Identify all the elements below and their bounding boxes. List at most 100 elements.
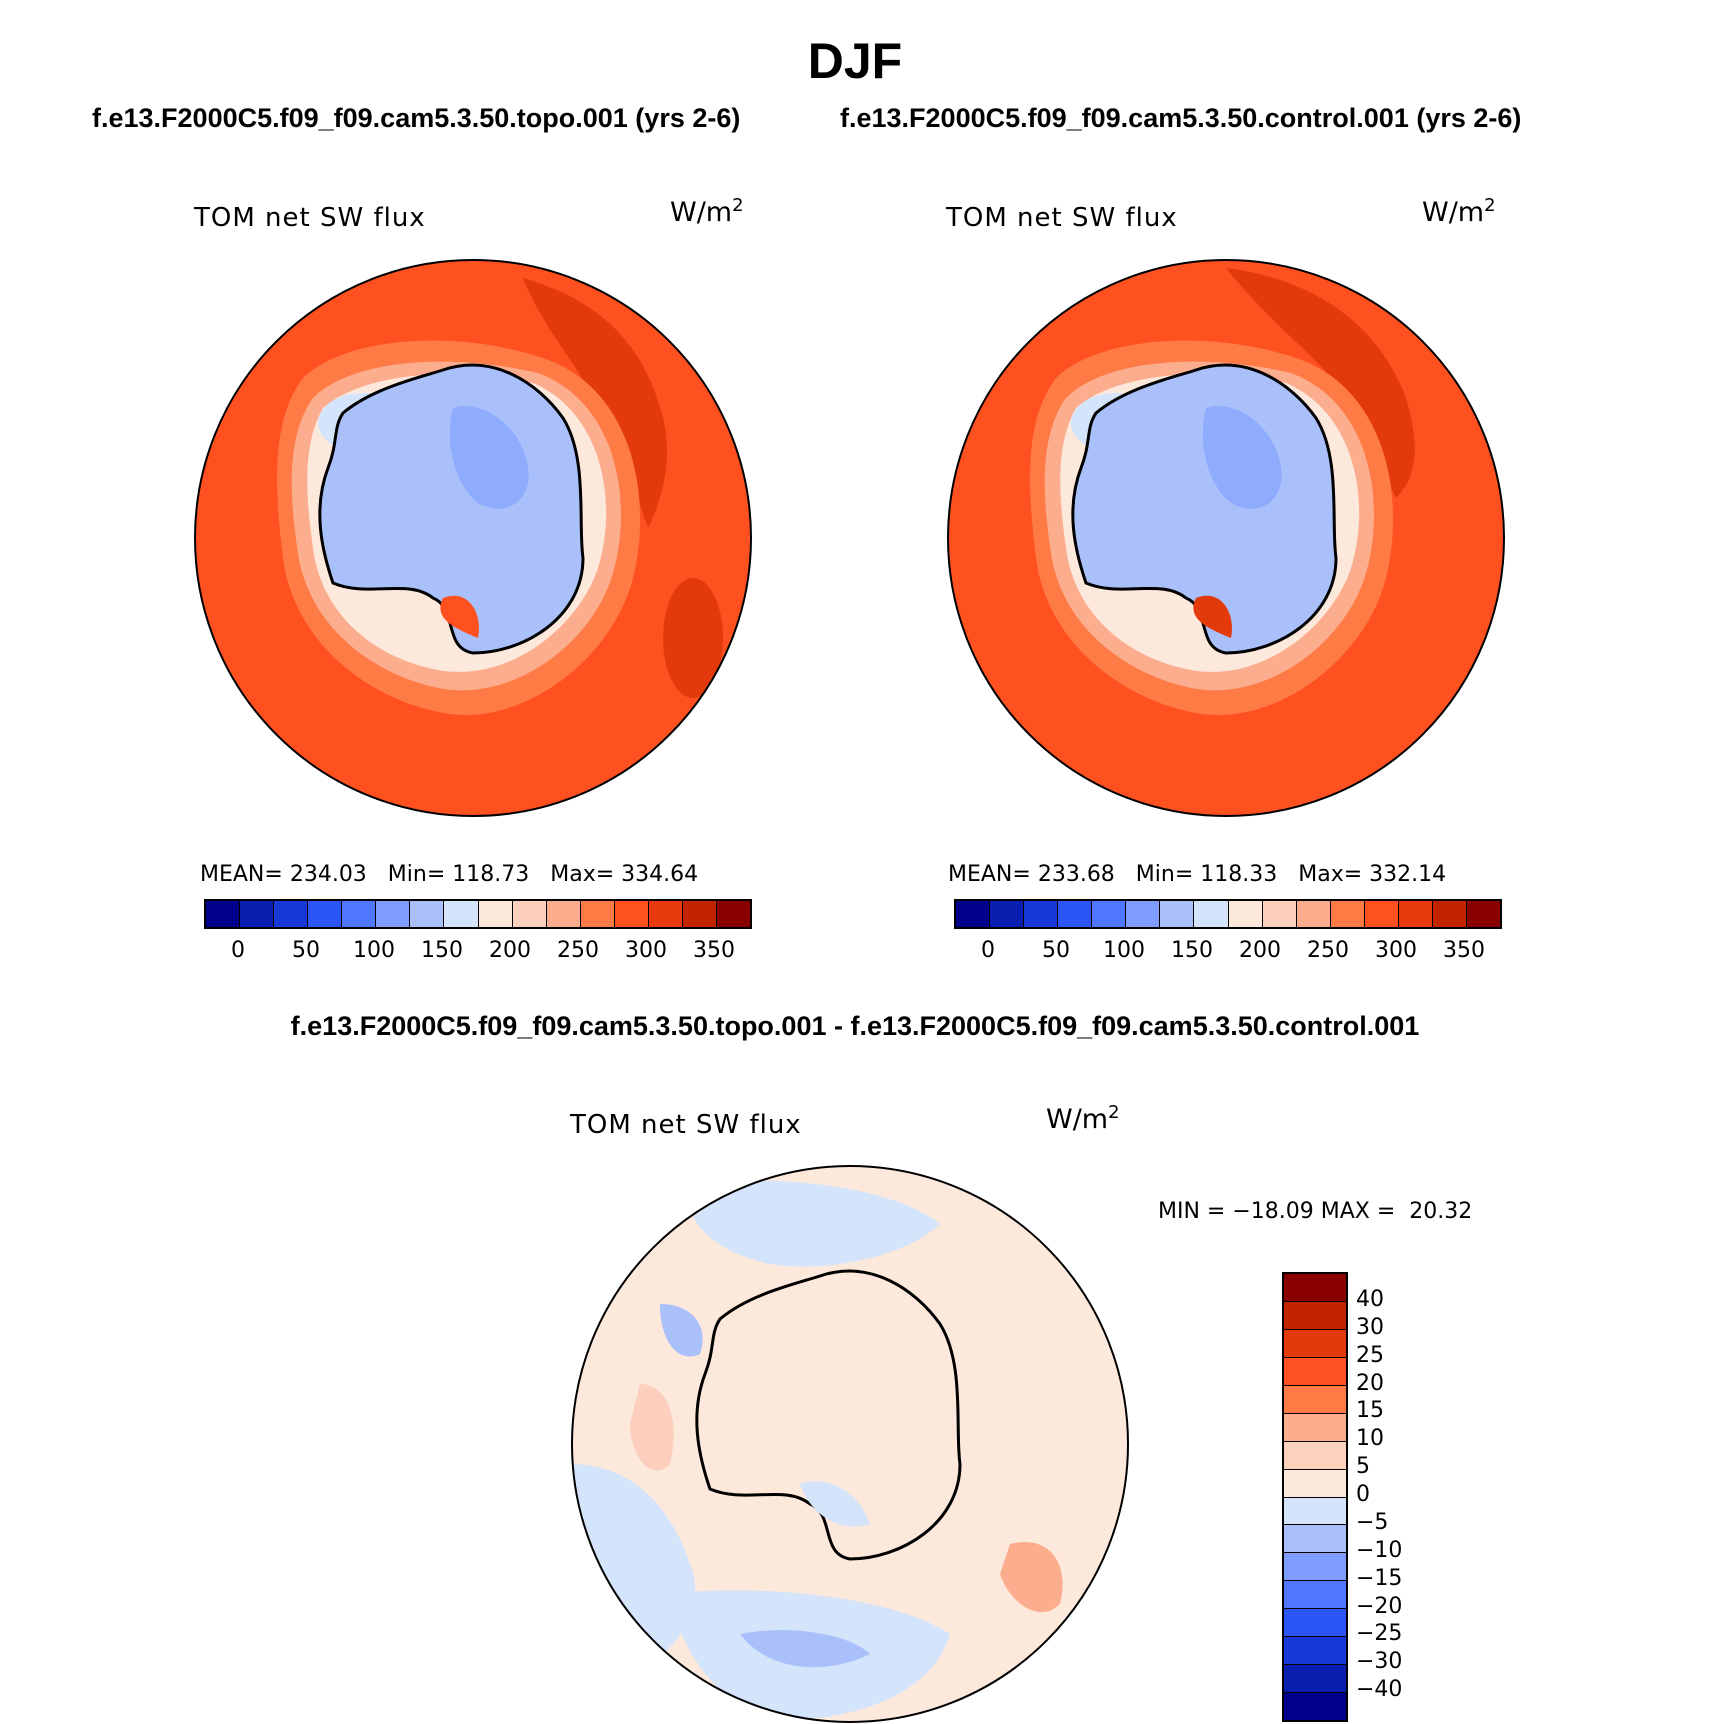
colorbar-tick-label: −25: [1356, 1621, 1403, 1647]
colorbar-segment: [274, 901, 309, 927]
colorbar-segment: [444, 901, 479, 927]
colorbar-segment: [1284, 1525, 1346, 1554]
diff-colorbar: [1282, 1272, 1348, 1722]
colorbar-segment: [1058, 901, 1093, 927]
colorbar-segment: [1284, 1581, 1346, 1610]
colorbar-segment: [546, 901, 581, 927]
colorbar-segment: [308, 901, 343, 927]
colorbar-tick-label: 5: [1356, 1454, 1370, 1480]
colorbar-segment: [478, 901, 513, 927]
diff-units-label: W/m2: [1046, 1102, 1120, 1135]
colorbar-tick-label: 0: [231, 938, 245, 963]
right-stats: MEAN= 233.68 Min= 118.33 Max= 332.14: [948, 862, 1447, 887]
colorbar-tick-label: 40: [1356, 1286, 1384, 1312]
colorbar-segment: [1284, 1609, 1346, 1638]
colorbar-tick-label: 150: [1171, 938, 1213, 963]
colorbar-segment: [512, 901, 547, 927]
colorbar-tick-label: 25: [1356, 1342, 1384, 1368]
colorbar-segment: [956, 901, 991, 927]
colorbar-segment: [376, 901, 411, 927]
colorbar-segment: [1092, 901, 1127, 927]
left-variable-label: TOM net SW flux: [194, 203, 426, 233]
colorbar-tick-label: 100: [353, 938, 395, 963]
colorbar-segment: [1262, 901, 1297, 927]
diff-map-negative-south-core: [740, 1630, 870, 1668]
colorbar-tick-label: 350: [693, 938, 735, 963]
colorbar-segment: [1284, 1553, 1346, 1582]
colorbar-segment: [1284, 1385, 1346, 1414]
diff-minmax: MIN = −18.09 MAX = 20.32: [1158, 1199, 1473, 1224]
page-title: DJF: [807, 33, 903, 89]
colorbar-tick-label: 150: [421, 938, 463, 963]
left-units-label: W/m2: [670, 195, 744, 228]
colorbar-tick-label: −5: [1356, 1509, 1389, 1535]
right-variable-label: TOM net SW flux: [946, 203, 1178, 233]
colorbar-segment: [716, 901, 750, 927]
right-case-title: f.e13.F2000C5.f09_f09.cam5.3.50.control.…: [840, 103, 1522, 133]
left-colorbar-ticks: 0 50 100 150 200 250 300 350: [204, 938, 748, 968]
right-units-label: W/m2: [1422, 195, 1496, 228]
right-map-warm-band: [1226, 268, 1415, 498]
colorbar-segment: [1330, 901, 1365, 927]
diff-variable-label: TOM net SW flux: [570, 1110, 802, 1140]
colorbar-tick-label: 30: [1356, 1314, 1384, 1340]
colorbar-segment: [1284, 1357, 1346, 1386]
right-map-border: [947, 259, 1505, 817]
colorbar-tick-label: 350: [1443, 938, 1485, 963]
colorbar-tick-label: 10: [1356, 1426, 1384, 1452]
colorbar-segment: [990, 901, 1025, 927]
colorbar-segment: [240, 901, 275, 927]
colorbar-segment: [1284, 1329, 1346, 1358]
diff-map: [571, 1165, 1129, 1723]
colorbar-tick-label: 0: [981, 938, 995, 963]
left-stats: MEAN= 234.03 Min= 118.73 Max= 334.64: [200, 862, 699, 887]
colorbar-segment: [1296, 901, 1331, 927]
colorbar-segment: [1126, 901, 1161, 927]
colorbar-segment: [342, 901, 377, 927]
colorbar-tick-label: 300: [1375, 938, 1417, 963]
colorbar-tick-label: 50: [1042, 938, 1070, 963]
colorbar-segment: [1160, 901, 1195, 927]
left-map-border: [194, 259, 752, 817]
colorbar-tick-label: 0: [1356, 1482, 1370, 1507]
diff-map-antarctica: [695, 1269, 962, 1561]
colorbar-segment: [1284, 1665, 1346, 1694]
colorbar-segment: [206, 901, 241, 927]
colorbar-tick-label: 20: [1356, 1370, 1384, 1396]
diff-map-negative-north: [688, 1180, 940, 1267]
right-colorbar: [954, 899, 1502, 929]
left-map: [194, 259, 752, 817]
colorbar-tick-label: 200: [1239, 938, 1281, 963]
colorbar-tick-label: −10: [1356, 1537, 1403, 1563]
colorbar-tick-label: 50: [292, 938, 320, 963]
left-map-antarctica: [318, 363, 585, 655]
diff-map-positive-west: [630, 1384, 674, 1471]
colorbar-segment: [1284, 1693, 1346, 1720]
colorbar-segment: [410, 901, 445, 927]
colorbar-segment: [1466, 901, 1500, 927]
diff-case-title: f.e13.F2000C5.f09_f09.cam5.3.50.topo.001…: [290, 1011, 1420, 1041]
colorbar-segment: [1284, 1637, 1346, 1666]
right-map-plateau: [1202, 406, 1282, 509]
left-colorbar: [204, 899, 752, 929]
colorbar-segment: [1284, 1497, 1346, 1526]
colorbar-tick-label: 200: [489, 938, 531, 963]
colorbar-tick-label: 15: [1356, 1398, 1384, 1424]
colorbar-segment: [1398, 901, 1433, 927]
colorbar-tick-label: −40: [1356, 1677, 1403, 1703]
left-map-warm-patch: [663, 578, 723, 698]
colorbar-segment: [1284, 1441, 1346, 1470]
colorbar-tick-label: 100: [1103, 938, 1145, 963]
left-map-plateau: [449, 406, 529, 509]
colorbar-tick-label: 250: [1307, 938, 1349, 963]
colorbar-segment: [1194, 901, 1229, 927]
colorbar-segment: [648, 901, 683, 927]
colorbar-segment: [1284, 1274, 1346, 1302]
colorbar-segment: [1024, 901, 1059, 927]
left-map-ross-warm: [440, 595, 479, 638]
colorbar-segment: [682, 901, 717, 927]
colorbar-segment: [1284, 1469, 1346, 1498]
right-map: [947, 259, 1505, 817]
colorbar-tick-label: −20: [1356, 1593, 1403, 1619]
colorbar-segment: [1364, 901, 1399, 927]
